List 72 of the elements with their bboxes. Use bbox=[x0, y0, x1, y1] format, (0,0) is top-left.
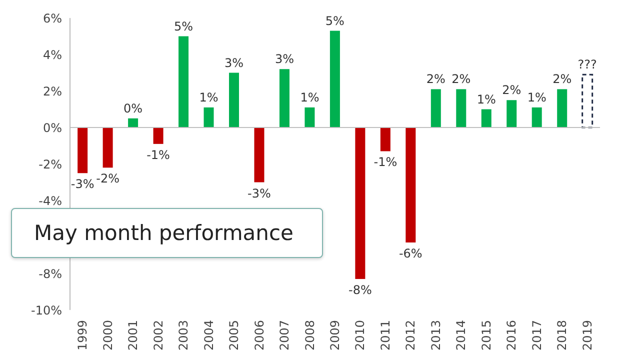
x-tick-label: 2013 bbox=[428, 320, 443, 351]
data-label: 1% bbox=[199, 90, 218, 104]
x-tick-label: 2014 bbox=[454, 320, 468, 351]
x-tick-label: 2012 bbox=[404, 320, 418, 351]
data-label: -2% bbox=[96, 172, 120, 186]
y-tick-label: 6% bbox=[42, 11, 62, 26]
bar bbox=[532, 107, 542, 128]
bar bbox=[406, 128, 416, 242]
data-label: -1% bbox=[146, 148, 170, 162]
bar bbox=[128, 118, 138, 128]
data-label: 2% bbox=[502, 83, 522, 98]
x-tick-label: 2004 bbox=[202, 320, 216, 351]
bar bbox=[279, 69, 290, 128]
y-tick-label: 2% bbox=[42, 84, 62, 98]
data-label: 1% bbox=[527, 90, 546, 104]
data-label: -8% bbox=[348, 282, 372, 297]
data-label: 5% bbox=[174, 19, 194, 34]
data-label: -1% bbox=[374, 155, 398, 170]
bar bbox=[102, 128, 113, 168]
y-tick-label: -2% bbox=[38, 157, 62, 172]
x-tick-label: 2005 bbox=[227, 320, 242, 351]
data-label: 2% bbox=[426, 72, 446, 86]
x-tick-label: 2015 bbox=[479, 320, 494, 351]
x-tick-label: 2011 bbox=[378, 320, 392, 351]
y-tick-label: 0% bbox=[42, 120, 62, 135]
data-label: -3% bbox=[248, 186, 271, 200]
data-label: -3% bbox=[70, 177, 94, 192]
x-tick-label: 2016 bbox=[504, 320, 519, 351]
x-tick-label: 1999 bbox=[76, 320, 90, 351]
y-tick-label: -4% bbox=[38, 194, 62, 208]
x-tick-label: 2001 bbox=[126, 320, 140, 351]
data-label: 2% bbox=[452, 72, 471, 86]
bar bbox=[557, 89, 568, 128]
x-tick-label: 2008 bbox=[302, 320, 317, 351]
data-label: -6% bbox=[398, 246, 422, 260]
x-tick-label: 2009 bbox=[328, 320, 342, 351]
bar bbox=[204, 107, 214, 128]
x-tick-label: 2018 bbox=[555, 320, 570, 351]
x-tick-label: 2003 bbox=[176, 320, 191, 351]
bar bbox=[582, 74, 594, 128]
data-label: 1% bbox=[300, 90, 320, 104]
bar bbox=[456, 89, 466, 128]
x-tick-label: 2006 bbox=[252, 320, 266, 351]
data-label: 1% bbox=[476, 92, 496, 106]
bar bbox=[304, 107, 315, 128]
bar bbox=[355, 128, 366, 279]
x-tick-label: 2010 bbox=[353, 320, 368, 351]
y-tick-label: -8% bbox=[38, 266, 62, 281]
bar bbox=[430, 89, 441, 128]
bar bbox=[254, 128, 264, 182]
data-label: ??? bbox=[578, 58, 597, 72]
bar bbox=[481, 109, 492, 128]
y-tick-label: 4% bbox=[42, 48, 62, 62]
x-tick-label: 2000 bbox=[100, 320, 115, 351]
data-label: 5% bbox=[325, 14, 344, 28]
y-tick-label: -10% bbox=[30, 303, 62, 318]
x-tick-label: 2017 bbox=[530, 320, 544, 351]
bar bbox=[178, 36, 189, 128]
bar bbox=[506, 100, 517, 128]
data-label: 3% bbox=[224, 56, 244, 70]
bar bbox=[229, 72, 239, 128]
bar bbox=[153, 128, 164, 144]
data-label: 3% bbox=[274, 52, 294, 66]
bar bbox=[380, 128, 390, 152]
x-tick-label: 2002 bbox=[151, 320, 166, 351]
bar bbox=[78, 128, 88, 174]
data-label: 2% bbox=[552, 72, 572, 86]
x-tick-label: 2007 bbox=[278, 320, 292, 351]
data-label: 0% bbox=[124, 101, 143, 116]
text: May month performance bbox=[11, 208, 323, 258]
x-tick-label: 2019 bbox=[580, 320, 594, 351]
bar bbox=[330, 30, 340, 128]
